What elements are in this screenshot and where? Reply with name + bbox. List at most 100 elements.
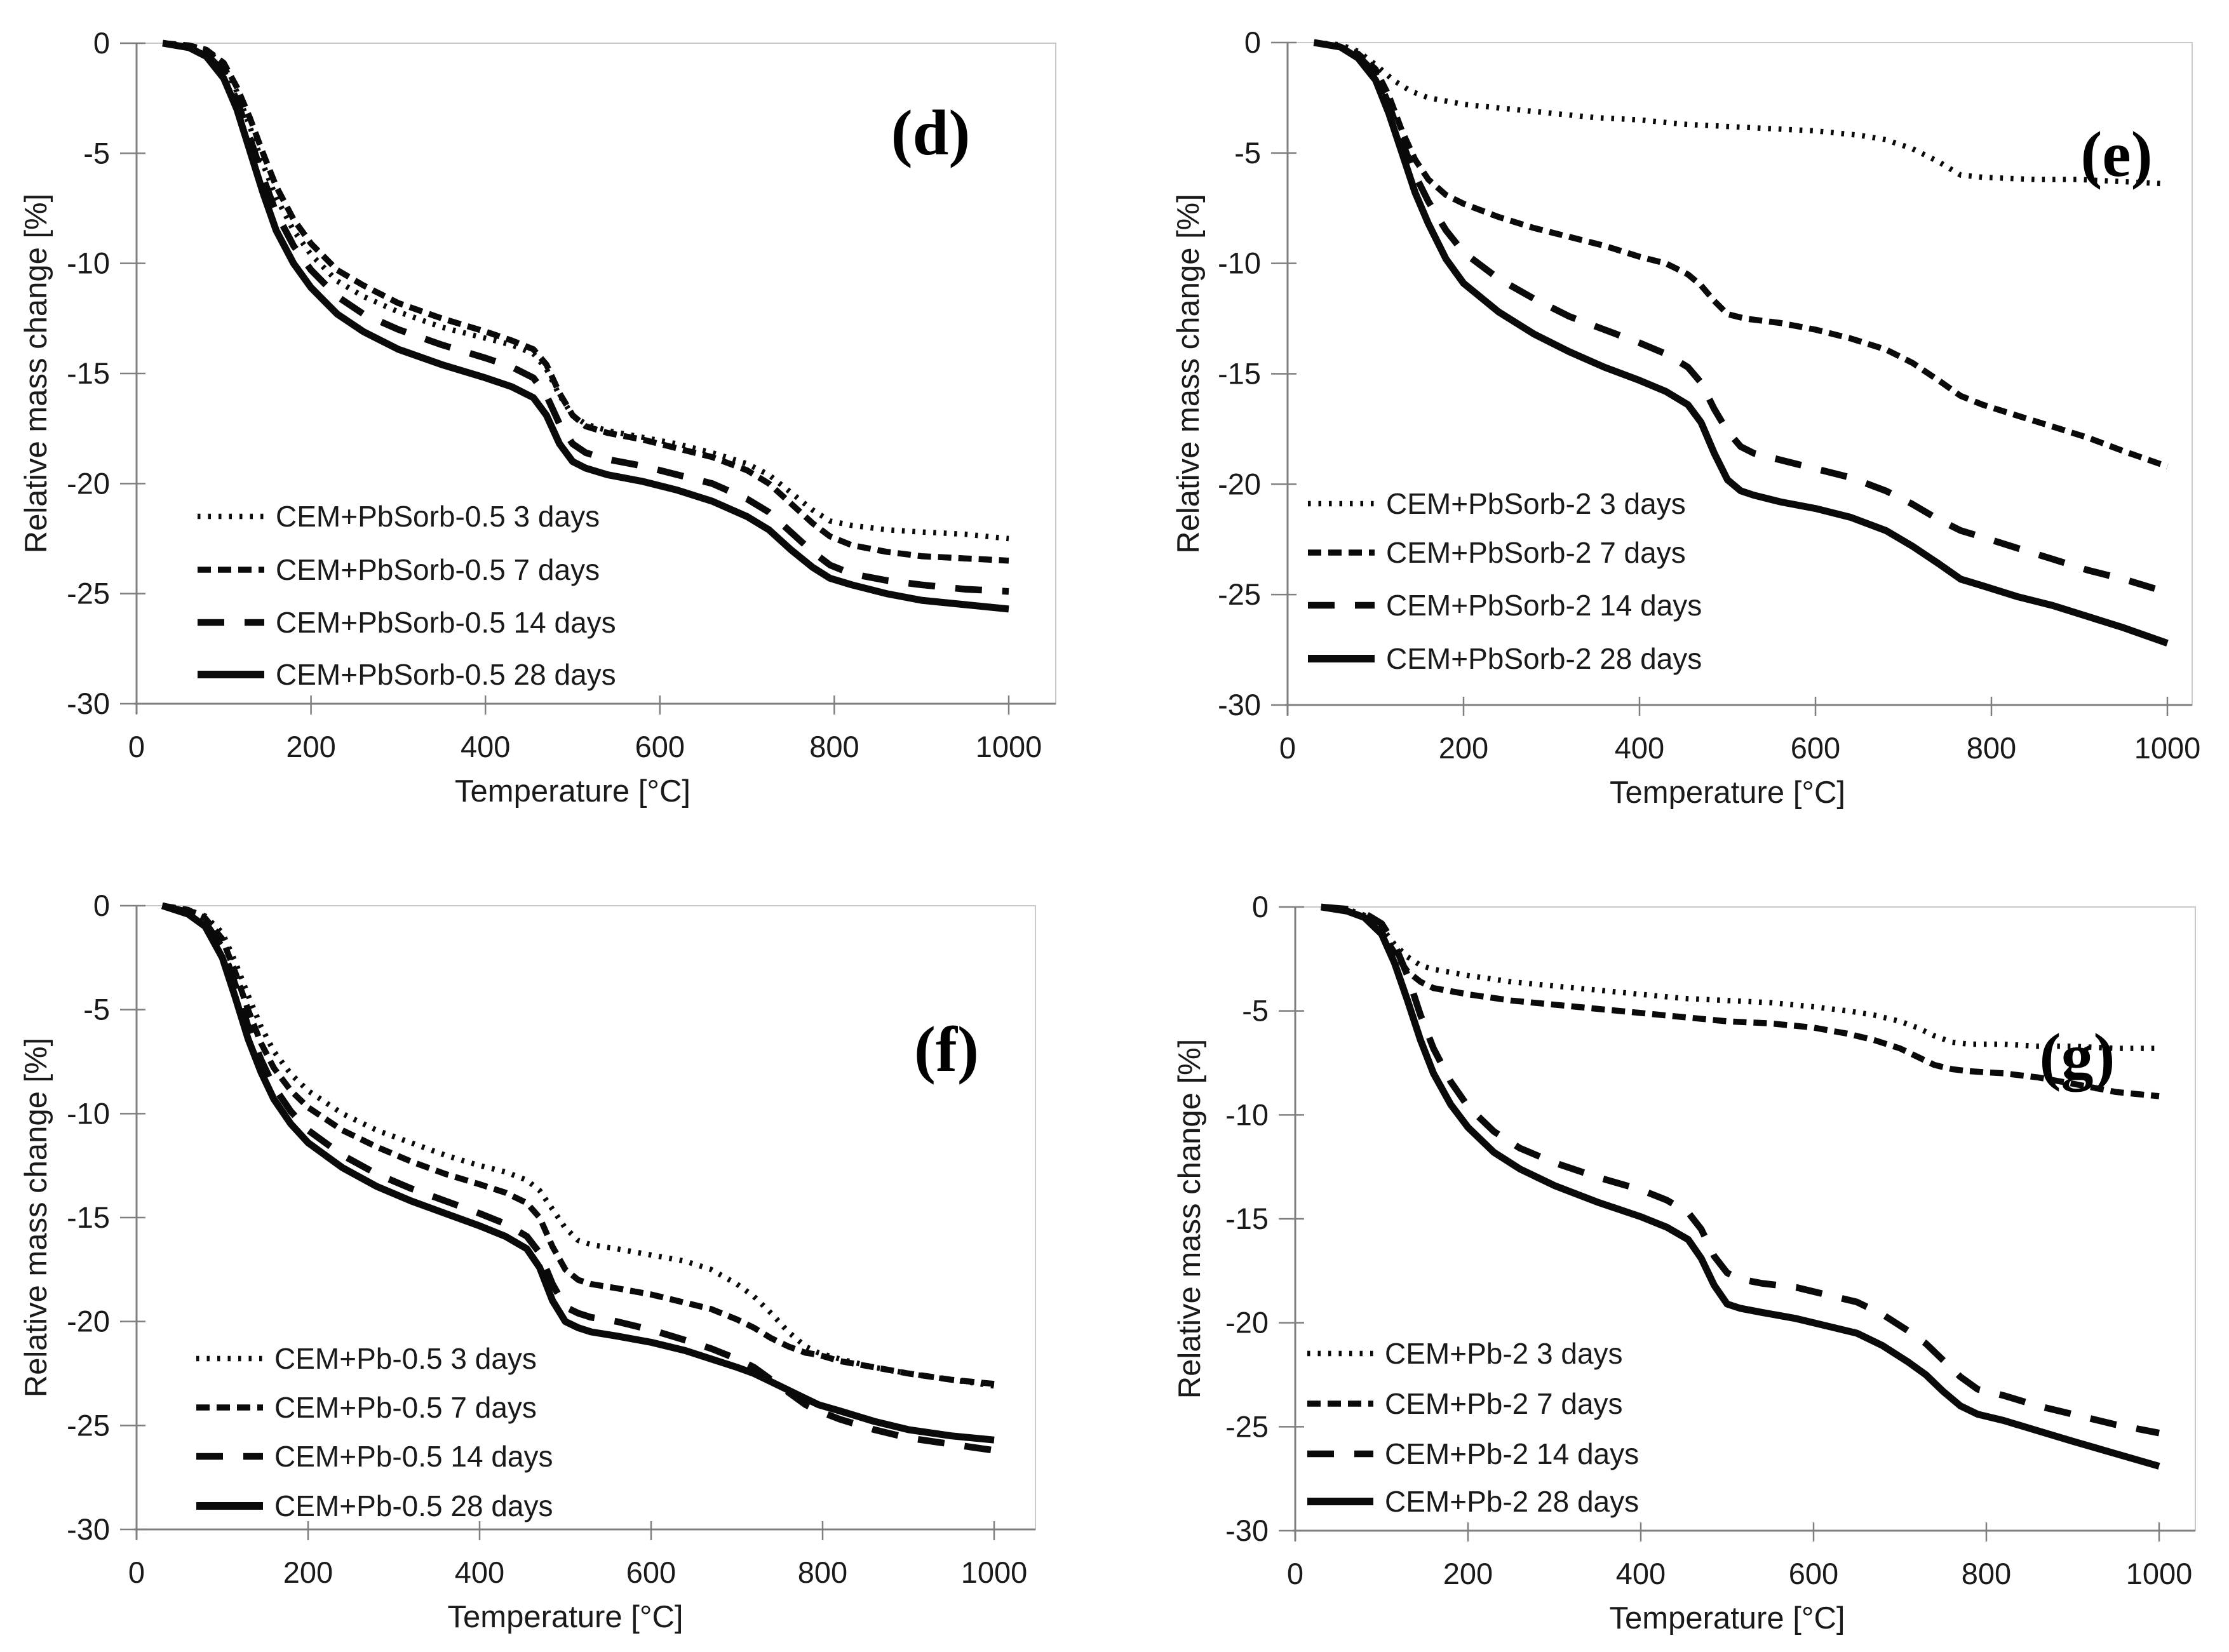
legend-label: CEM+Pb-0.5 14 days bbox=[274, 1440, 553, 1473]
y-tick-label: -10 bbox=[1218, 246, 1261, 280]
y-tick-label: -5 bbox=[1234, 136, 1261, 170]
chart-panel-d: 0 200 400 600 800 1000 0 -5 -10 -15 -20 -25 -30 Tempe… bbox=[0, 0, 1115, 826]
panel-letter: (e) bbox=[2080, 119, 2152, 191]
series-curve-solid bbox=[1313, 39, 2169, 647]
y-tick-label: -5 bbox=[83, 993, 110, 1026]
y-axis-title: Relative mass change [%] bbox=[1171, 194, 1206, 554]
x-tick-label: 0 bbox=[1279, 731, 1296, 765]
y-tick-label: -15 bbox=[67, 1200, 110, 1234]
legend-label: CEM+Pb-2 28 days bbox=[1385, 1485, 1639, 1518]
y-tick-label: -25 bbox=[1225, 1409, 1269, 1443]
legend-label: CEM+PbSorb-2 3 days bbox=[1386, 487, 1686, 520]
y-tick-label: -30 bbox=[1225, 1514, 1269, 1547]
y-tick-label: -5 bbox=[1242, 994, 1269, 1028]
x-tick-label: 0 bbox=[128, 1555, 145, 1589]
y-tick-label: -30 bbox=[67, 687, 110, 720]
series-curve-solid bbox=[162, 39, 1009, 613]
y-tick-label: -30 bbox=[1218, 688, 1261, 722]
legend-label: CEM+Pb-2 3 days bbox=[1385, 1337, 1623, 1370]
y-tick-label: -15 bbox=[1218, 357, 1261, 391]
x-axis-title: Temperature [°C] bbox=[448, 1600, 684, 1634]
x-tick-label: 400 bbox=[455, 1555, 504, 1589]
x-axis-title: Temperature [°C] bbox=[455, 774, 690, 809]
y-tick-label: 0 bbox=[93, 889, 110, 922]
tga-chart-d: 0 200 400 600 800 1000 0 -5 -10 -15 -20 -25 -30 Tempe… bbox=[19, 26, 1056, 809]
tga-chart-g: 0 200 400 600 800 1000 0 -5 -10 -15 -20 -25 -30 Tempe… bbox=[1173, 890, 2196, 1635]
x-tick-label: 200 bbox=[286, 730, 335, 763]
tga-chart-f: 0 200 400 600 800 1000 0 -5 -10 -15 -20 -25 -30 Tempe… bbox=[19, 889, 1036, 1634]
legend-label: CEM+Pb-0.5 28 days bbox=[274, 1489, 553, 1522]
x-tick-label: 1000 bbox=[961, 1555, 1028, 1589]
x-tick-label: 600 bbox=[1789, 1557, 1838, 1590]
x-tick-label: 400 bbox=[461, 730, 510, 763]
x-tick-label: 800 bbox=[809, 730, 859, 763]
legend-label: CEM+Pb-0.5 3 days bbox=[274, 1342, 537, 1375]
legend-label: CEM+PbSorb-0.5 7 days bbox=[276, 553, 600, 586]
chart-panel-f: 0 200 400 600 800 1000 0 -5 -10 -15 -20 -25 -30 Tempe… bbox=[0, 826, 1115, 1652]
x-tick-label: 1000 bbox=[2134, 731, 2201, 765]
plot-border bbox=[136, 905, 1036, 1530]
x-tick-label: 600 bbox=[626, 1555, 676, 1589]
x-tick-label: 0 bbox=[1287, 1557, 1303, 1590]
series-curve-dashed-short bbox=[1313, 39, 2169, 469]
legend-label: CEM+PbSorb-0.5 14 days bbox=[276, 606, 616, 639]
x-tick-label: 200 bbox=[1443, 1557, 1493, 1590]
y-axis-title: Relative mass change [%] bbox=[19, 1038, 53, 1398]
legend-label: CEM+Pb-0.5 7 days bbox=[274, 1391, 537, 1424]
y-tick-label: -20 bbox=[67, 466, 110, 500]
y-tick-label: 0 bbox=[93, 26, 110, 60]
x-tick-label: 600 bbox=[635, 730, 685, 763]
x-tick-label: 200 bbox=[283, 1555, 333, 1589]
legend-label: CEM+Pb-2 7 days bbox=[1385, 1387, 1623, 1420]
y-tick-label: -10 bbox=[67, 1096, 110, 1130]
legend-label: CEM+PbSorb-2 28 days bbox=[1386, 642, 1702, 675]
y-tick-label: 0 bbox=[1244, 25, 1261, 59]
legend-label: CEM+Pb-2 14 days bbox=[1385, 1437, 1639, 1470]
x-tick-label: 1000 bbox=[2126, 1557, 2193, 1590]
panel-letter: (f) bbox=[914, 1014, 979, 1085]
series-curve-dashed-long bbox=[1321, 903, 2160, 1437]
x-axis-title: Temperature [°C] bbox=[1610, 1601, 1845, 1635]
legend-label: CEM+PbSorb-0.5 3 days bbox=[276, 500, 600, 533]
y-tick-label: -20 bbox=[67, 1305, 110, 1338]
y-tick-label: -10 bbox=[1225, 1098, 1269, 1131]
series-curve-dashed-long bbox=[161, 902, 995, 1454]
y-tick-label: -30 bbox=[67, 1512, 110, 1546]
y-axis-title: Relative mass change [%] bbox=[1173, 1039, 1207, 1399]
y-tick-label: -15 bbox=[1225, 1202, 1269, 1235]
x-axis-title: Temperature [°C] bbox=[1610, 776, 1845, 810]
x-tick-label: 800 bbox=[1962, 1557, 2011, 1590]
series-curve-dotted bbox=[161, 903, 995, 1389]
series-curve-dashed-long bbox=[1313, 39, 2169, 596]
y-axis-title: Relative mass change [%] bbox=[19, 194, 53, 554]
y-tick-label: -25 bbox=[1218, 577, 1261, 611]
x-tick-label: 400 bbox=[1616, 1557, 1666, 1590]
x-tick-label: 600 bbox=[1791, 731, 1840, 765]
y-tick-label: -25 bbox=[67, 1408, 110, 1442]
series-curve-dashed-short bbox=[162, 40, 1009, 564]
x-tick-label: 0 bbox=[128, 730, 145, 763]
y-tick-label: -5 bbox=[83, 136, 110, 170]
y-tick-label: -20 bbox=[1218, 467, 1261, 500]
y-tick-label: -10 bbox=[67, 246, 110, 280]
y-tick-label: -25 bbox=[67, 577, 110, 610]
y-tick-label: -20 bbox=[1225, 1306, 1269, 1340]
series-curve-dashed-short bbox=[161, 903, 995, 1387]
legend-label: CEM+PbSorb-2 7 days bbox=[1386, 536, 1686, 569]
x-tick-label: 200 bbox=[1439, 731, 1488, 765]
panel-letter: (d) bbox=[891, 97, 971, 169]
series-curve-solid bbox=[161, 902, 995, 1444]
chart-panel-e: 0 200 400 600 800 1000 0 -5 -10 -15 -20 -25 -30 Tempe… bbox=[1114, 0, 2229, 826]
chart-panel-g: 0 200 400 600 800 1000 0 -5 -10 -15 -20 -25 -30 Tempe… bbox=[1114, 826, 2229, 1652]
legend-label: CEM+PbSorb-0.5 28 days bbox=[276, 658, 616, 691]
series-curve-dotted bbox=[1321, 904, 2159, 1051]
x-tick-label: 800 bbox=[1967, 731, 2016, 765]
tga-chart-e: 0 200 400 600 800 1000 0 -5 -10 -15 -20 -25 -30 Tempe… bbox=[1171, 25, 2201, 810]
x-tick-label: 1000 bbox=[976, 730, 1042, 763]
legend-label: CEM+PbSorb-2 14 days bbox=[1386, 589, 1702, 622]
x-tick-label: 400 bbox=[1615, 731, 1664, 765]
series-curve-dotted bbox=[1314, 39, 2168, 187]
y-tick-label: 0 bbox=[1252, 890, 1269, 923]
x-tick-label: 800 bbox=[798, 1555, 847, 1589]
